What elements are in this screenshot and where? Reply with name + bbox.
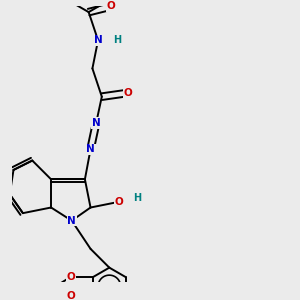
Text: O: O bbox=[114, 197, 123, 207]
Text: N: N bbox=[68, 216, 76, 226]
Text: O: O bbox=[124, 88, 133, 98]
Text: O: O bbox=[107, 2, 116, 11]
Text: N: N bbox=[94, 35, 102, 45]
Text: N: N bbox=[92, 118, 100, 128]
Text: O: O bbox=[66, 272, 75, 282]
Text: O: O bbox=[66, 291, 75, 300]
Text: H: H bbox=[134, 193, 142, 203]
Text: N: N bbox=[86, 144, 95, 154]
Text: H: H bbox=[113, 35, 121, 45]
